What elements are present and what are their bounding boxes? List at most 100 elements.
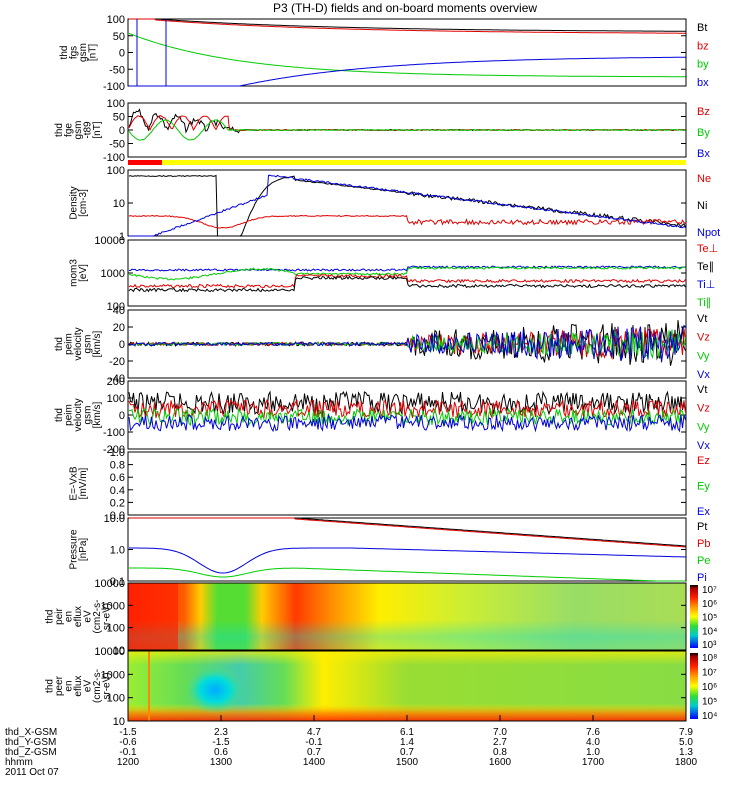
trace-pe	[129, 567, 686, 582]
y-tick-label: 100	[107, 623, 125, 635]
y-label-line: Density	[68, 186, 79, 219]
y-label-line: sr-eV)	[102, 603, 113, 630]
colorbar-tick-label: 10⁵	[702, 613, 717, 624]
y-tick-label: 1000	[101, 268, 125, 280]
legend-pt: Pt	[697, 521, 707, 533]
x-tick-label: 1600	[489, 757, 512, 768]
x-tick-label: 0.6	[214, 747, 228, 758]
legend-vz: Vz	[697, 332, 710, 344]
trace-tepar	[128, 275, 686, 293]
y-axis-label: mom3[eV]	[68, 259, 89, 287]
legend-pi: Pi	[697, 572, 707, 584]
x-tick-label: -1.5	[212, 737, 230, 748]
legend-ti⊥: Ti⊥	[697, 279, 715, 291]
y-tick-label: 10.0	[104, 513, 125, 525]
y-tick-label: 0.1	[110, 576, 125, 588]
figure-title: P3 (TH-D) fields and on-board moments ov…	[273, 1, 537, 15]
trace-npot	[129, 174, 686, 237]
y-tick-label: -50	[109, 139, 125, 151]
colorbar-tick-label: 10⁶	[702, 599, 717, 610]
x-tick-label: 1700	[582, 757, 605, 768]
panel-density: 100 10 1 Density[cm-3] Ne Ni Npot	[68, 165, 720, 243]
legend-ey: Ey	[697, 481, 710, 493]
trace-pt	[129, 517, 686, 547]
y-label-line: [km/s]	[92, 401, 103, 428]
electron-colorbar	[690, 653, 698, 719]
y-axis-label: Pressure[nPa]	[68, 529, 89, 569]
y-axis-label: Density[cm-3]	[68, 186, 89, 219]
colorbar-tick-label: 10³	[702, 640, 717, 651]
x-tick-label: 7.9	[679, 727, 693, 738]
colorbar-tick-label: 10⁴	[702, 626, 717, 637]
x-tick-label: 2.7	[493, 737, 507, 748]
y-tick-label: 200	[107, 376, 125, 388]
date-label: 2011 Oct 07	[5, 767, 59, 778]
legend-vt: Vt	[697, 384, 707, 396]
y-tick-label: 100	[107, 14, 125, 26]
y-tick-label: 100	[107, 165, 125, 177]
legend-vy: Vy	[697, 421, 710, 433]
y-tick-label: 10	[113, 645, 125, 657]
legend-ni: Ni	[697, 200, 707, 212]
y-label-line: (cm2-s-	[92, 669, 103, 703]
y-tick-label: 1.0	[110, 545, 125, 557]
y-tick-label: 0	[119, 410, 125, 422]
trace-ivt	[128, 390, 686, 416]
colorbar-tick-label: 10⁴	[702, 711, 717, 722]
x-tick-label: -0.6	[119, 737, 137, 748]
y-tick-label: -100	[103, 152, 125, 164]
ion-spectrogram	[128, 583, 686, 650]
y-label-line: [km/s]	[92, 330, 103, 357]
legend-by: by	[697, 59, 709, 71]
y-tick-label: 50	[113, 31, 125, 43]
y-label-line: thd	[45, 610, 56, 624]
trace-bx	[129, 56, 686, 87]
legend-pe: Pe	[697, 555, 710, 567]
y-label-line: thd	[59, 46, 70, 60]
trace-fge-by	[128, 119, 686, 141]
legend-ex: Ex	[697, 506, 710, 518]
y-tick-label: -100	[103, 427, 125, 439]
y-tick-label: 1.0	[110, 447, 125, 459]
x-tick-label: 1800	[675, 757, 698, 768]
legend-bz: bz	[697, 40, 709, 52]
trace-ivx	[128, 413, 686, 433]
trace-fge-bz	[128, 115, 686, 132]
y-label-line: [nT]	[87, 44, 98, 61]
y-tick-label: 0	[119, 48, 125, 60]
y-label-line: en	[64, 611, 75, 622]
y-tick-label: 0.8	[110, 460, 125, 472]
panel-frame	[127, 380, 687, 450]
y-tick-label: 100	[107, 393, 125, 405]
legend-te⊥: Te⊥	[697, 243, 718, 255]
x-tick-label: -1.5	[119, 727, 137, 738]
y-tick-label: 20	[113, 322, 125, 334]
y-label-line: [nT]	[92, 121, 103, 138]
trace-pb	[129, 517, 686, 548]
x-row-label: thd_Z-GSM	[5, 747, 57, 758]
y-label-line: gsm	[78, 43, 89, 62]
x-tick-label: 0.7	[307, 747, 321, 758]
panel-frame	[127, 451, 687, 516]
y-tick-label: 10	[113, 716, 125, 728]
legend-vx: Vx	[697, 369, 710, 381]
x-tick-label: 1.3	[679, 747, 693, 758]
legend-vy: Vy	[697, 350, 710, 362]
y-label-line: velocity	[73, 398, 84, 431]
panel-efield: 1.00.80.60.40.20.0 E=-VxB[mV/m] Ez Ey Ex	[68, 447, 710, 522]
trace-ivz	[128, 398, 686, 420]
legend-bt: Bt	[697, 22, 707, 34]
y-label-line: thd	[54, 123, 65, 137]
x-tick-label: 6.1	[400, 727, 414, 738]
colorbar-tick-label: 10⁵	[702, 697, 717, 708]
y-label-line: eV	[83, 680, 94, 693]
y-tick-label: -100	[103, 81, 125, 93]
trace-pi	[129, 547, 686, 574]
legend-by: By	[697, 127, 710, 139]
x-tick-label: 1400	[303, 757, 326, 768]
legend-bx: Bx	[697, 148, 710, 160]
y-label-line: [mV/m]	[78, 467, 89, 499]
